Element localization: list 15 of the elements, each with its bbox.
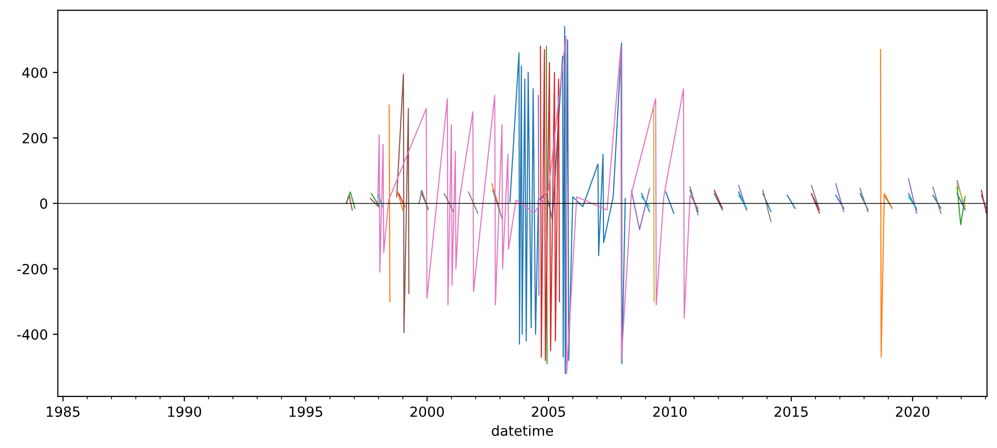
x-tick-label: 2020: [896, 406, 930, 417]
x-tick-label: 1990: [168, 406, 202, 417]
y-tick-label: 0: [40, 198, 48, 209]
y-tick-label: 200: [22, 132, 48, 144]
y-tick-label: 400: [22, 67, 48, 78]
y-tick-label: -400: [17, 329, 48, 340]
x-tick-label: 1995: [290, 406, 322, 417]
x-tick-label: 2015: [774, 406, 808, 417]
x-tick-label: 2005: [532, 406, 565, 417]
y-tick-label: -200: [17, 264, 48, 274]
x-tick-label: 2010: [653, 406, 687, 417]
line-series: [377, 36, 699, 374]
x-tick-label: 1985: [46, 406, 80, 417]
x-axis-title: datetime: [492, 425, 554, 436]
x-tick-label: 2000: [410, 406, 444, 417]
